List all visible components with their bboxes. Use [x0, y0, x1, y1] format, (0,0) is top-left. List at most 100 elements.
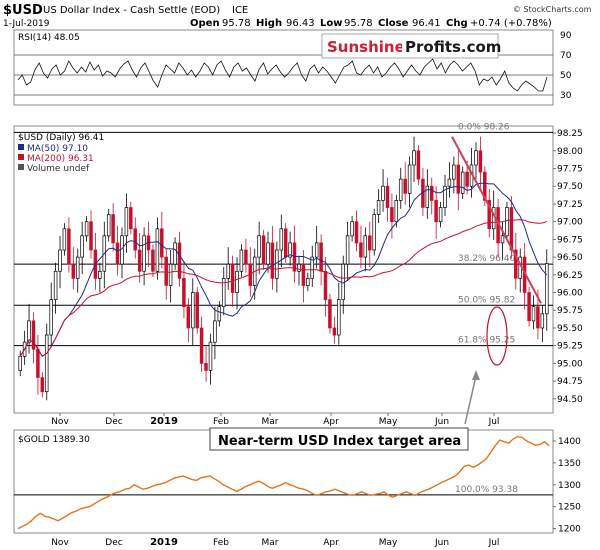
open-value: 95.78: [222, 18, 251, 29]
exchange: ICE: [232, 5, 248, 16]
candle-down: [354, 221, 359, 244]
candle-up: [191, 292, 195, 329]
candle-down: [527, 292, 531, 322]
gold-date-label: Jun: [434, 538, 449, 548]
candle-down: [40, 377, 45, 393]
gold-date-label: Dec: [105, 538, 122, 548]
candle-up: [314, 242, 319, 258]
candle-down: [137, 249, 142, 272]
candle-down: [195, 292, 199, 329]
candle-down: [36, 348, 40, 378]
candle-up: [363, 235, 368, 258]
target-ellipse: [486, 306, 508, 366]
candle-up: [106, 214, 111, 237]
candle-down: [456, 164, 461, 194]
candle-up: [275, 249, 279, 279]
gold-tick-label: 1250: [558, 503, 581, 513]
candle-up: [27, 320, 31, 343]
rsi-tick-label: 90: [560, 31, 572, 41]
candle-down: [199, 327, 204, 364]
price-tick-label: 98.25: [557, 129, 583, 139]
high-label: High: [256, 18, 282, 29]
candle-down: [164, 256, 168, 286]
date-tick-label: Jun: [434, 417, 449, 427]
candle-down: [368, 235, 372, 251]
price-tick-label: 97.00: [557, 218, 583, 228]
gold-date-label: May: [379, 538, 398, 548]
low-label: Low: [320, 18, 342, 29]
candle-down: [536, 306, 540, 329]
annotation-arrowhead: [472, 370, 480, 380]
candle-up: [540, 313, 545, 329]
candle-down: [270, 242, 275, 279]
candle-up: [168, 263, 173, 286]
candle-up: [474, 150, 478, 166]
rsi-panel: 90 70 50 30: [14, 31, 572, 101]
candle-up: [221, 278, 226, 308]
annotation-arrow: [464, 375, 477, 425]
target-annotation: Near-term USD Index target area: [209, 306, 508, 451]
logo-part2: Profits.com: [405, 38, 501, 56]
candle-up: [381, 185, 385, 201]
candle-down: [204, 363, 208, 371]
candle-up: [306, 278, 310, 286]
legend-ma200: MA(200) 96.31: [27, 154, 94, 164]
price-legend: MA(50) 97.10 MA(200) 96.31 Volume undef: [18, 144, 94, 174]
candle-up: [84, 221, 89, 237]
candle-down: [151, 249, 155, 272]
fib-label: 0.0% 98.26: [458, 122, 510, 132]
candle-down: [403, 178, 407, 194]
chg-label: Chg: [446, 18, 468, 29]
candle-up: [407, 164, 412, 194]
candle-down: [301, 263, 306, 286]
gold-level-label: 100.0% 93.38: [455, 485, 518, 495]
candle-up: [80, 235, 84, 258]
fib-label: 38.2% 96.40: [458, 254, 515, 264]
candle-up: [44, 334, 49, 393]
candle-up: [124, 207, 129, 237]
price-tick-label: 96.25: [557, 271, 583, 281]
candle-down: [292, 242, 297, 272]
price-tick-label: 98.00: [557, 147, 583, 157]
price-tick-label: 95.50: [557, 324, 583, 334]
price-frame: [13, 125, 554, 414]
rsi-tick-label: 30: [560, 91, 572, 101]
open-label: Open: [190, 18, 220, 29]
date-tick-label: Dec: [105, 417, 122, 427]
logo-part1: Sunshine: [327, 38, 405, 56]
rsi-tick-label: 50: [560, 71, 572, 81]
credit: © StockCharts.com: [513, 5, 592, 14]
candle-up: [531, 306, 536, 322]
candle-down: [416, 150, 421, 180]
gold-tick-label: 1400: [558, 437, 581, 447]
candle-up: [443, 185, 447, 208]
candle-up: [58, 249, 62, 272]
legend-swatch-volume: [18, 164, 24, 170]
sunshine-profits-logo: Sunshine Profits.com: [321, 33, 501, 59]
candle-up: [49, 299, 53, 336]
gold-date-label: Jul: [488, 538, 500, 548]
candle-up: [288, 242, 292, 258]
candle-down: [328, 299, 332, 329]
candle-up: [297, 263, 301, 272]
rsi-title: RSI(14) 48.05: [18, 33, 80, 43]
declining-trend-line: [451, 136, 542, 304]
candle-up: [266, 242, 270, 265]
candle-down: [429, 185, 434, 201]
gold-date-label: Nov: [51, 538, 69, 548]
high-value: 96.43: [286, 18, 315, 29]
legend-swatch-ma50: [18, 144, 24, 150]
candle-up: [279, 228, 284, 251]
date-tick-label: 2019: [150, 416, 178, 427]
gold-title: $GOLD 1389.30: [18, 435, 90, 445]
candle-up: [372, 214, 376, 251]
header: $USD US Dollar Index - Cash Settle (EOD)…: [3, 3, 592, 29]
candle-down: [323, 270, 328, 300]
candle-down: [67, 228, 71, 265]
candle-down: [487, 200, 491, 230]
candle-up: [376, 200, 381, 215]
ma200-line: [19, 219, 547, 358]
candle-up: [98, 270, 102, 279]
annotation-text: Near-term USD Index target area: [218, 434, 461, 449]
price-tick-label: 97.25: [557, 200, 583, 210]
